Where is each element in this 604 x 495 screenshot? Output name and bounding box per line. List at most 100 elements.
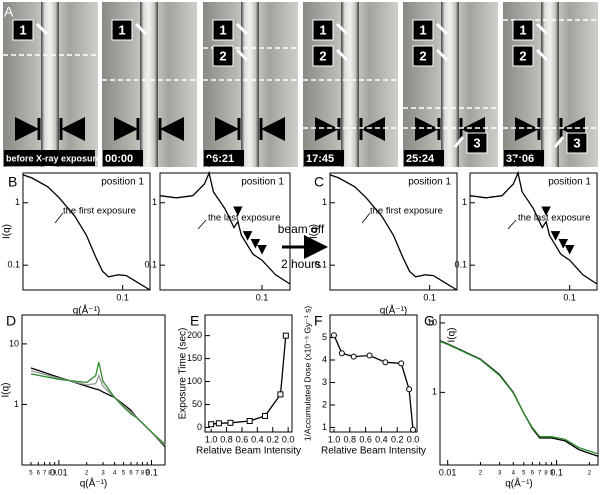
marker-box (111, 19, 133, 41)
y-tick-label: 5 (322, 332, 327, 342)
tube (541, 2, 559, 167)
x-tick-label: 5 (29, 471, 33, 477)
x-tick-label: 9 (53, 471, 57, 477)
annotation: the first exposure (370, 206, 443, 217)
y-axis-label: I(q) (447, 328, 458, 343)
x-tick-label: 5 (122, 471, 126, 477)
x-tick-label: 0.8 (220, 434, 233, 444)
series-line (159, 170, 291, 285)
time-label: 06:21 (206, 153, 234, 165)
tube (41, 2, 59, 167)
tube (140, 2, 158, 167)
marker-box (312, 19, 334, 41)
x-tick-label: 0.6 (236, 434, 249, 444)
y-tick-label: 0.1 (314, 260, 327, 270)
x-tick-label: 6 (37, 471, 41, 477)
plot-frame (469, 172, 598, 291)
x-tick-label: 0.2 (266, 434, 279, 444)
x-tick-label: 0.0 (407, 434, 420, 444)
time-label: 00:00 (105, 153, 133, 165)
x-tick-label: 0.2 (391, 434, 404, 444)
x-tick-label: 9 (146, 471, 150, 477)
y-tick-label: 2 (322, 399, 327, 409)
y-tick-label: 50 (192, 399, 202, 409)
x-tick-label: 5 (522, 471, 526, 477)
x-axis-label: q(Å⁻¹) (505, 477, 533, 490)
marker-label: 1 (519, 22, 526, 37)
point (350, 353, 357, 360)
point (215, 420, 222, 427)
x-tick-label: 0.1 (423, 292, 436, 302)
x-axis-label: Relative Beam Intensity (321, 446, 426, 457)
panel-letter: A (4, 4, 14, 20)
pointer (35, 22, 49, 36)
point (277, 391, 284, 398)
annotation: position 1 (548, 177, 591, 188)
annotation: position 1 (241, 177, 284, 188)
x-tick-label: 4 (113, 471, 117, 477)
x-tick-label: 0.1 (145, 467, 158, 477)
y-axis-label: I(q) (1, 383, 12, 398)
point (227, 419, 234, 426)
time-label: 37:06 (506, 153, 534, 165)
series-line (439, 340, 599, 455)
pointer (235, 22, 249, 36)
y-axis-label: 1/Accumulated Dose (x10⁻⁵ Gy⁻¹ s) (302, 306, 312, 441)
pointer (235, 48, 249, 62)
point (330, 332, 337, 339)
y-tick-label: 1 (14, 399, 19, 409)
marker-label: 1 (19, 22, 26, 37)
series-line (329, 174, 458, 291)
annotation: the last exposure (208, 213, 280, 224)
time-box (4, 150, 95, 166)
y-tick-label: 100 (187, 376, 202, 386)
point (338, 350, 345, 357)
x-tick-label: 7 (43, 471, 47, 477)
marker-label: 2 (519, 48, 526, 63)
marker-box (566, 132, 588, 154)
pointer (435, 22, 449, 36)
pointer (335, 48, 349, 62)
x-tick-label: 9 (550, 471, 554, 477)
tube (241, 2, 259, 167)
x-tick-label: 2 (588, 471, 592, 477)
y-tick-label: 1 (15, 197, 20, 207)
y-tick-label: 10 (427, 317, 437, 327)
point (382, 359, 389, 366)
x-tick-label: 0.1 (563, 292, 576, 302)
x-tick-label: 4 (512, 471, 516, 477)
x-tick-label: 7 (135, 471, 139, 477)
point (262, 412, 269, 419)
y-tick-label: 200 (187, 330, 202, 340)
series-line (30, 370, 166, 446)
y-tick-label: 10 (9, 338, 19, 348)
point (208, 421, 215, 428)
x-axis-label: q(Å⁻¹) (73, 304, 101, 317)
time-label: 25:24 (406, 153, 435, 165)
y-tick-label: 1 (322, 422, 327, 432)
marker-label: 1 (219, 22, 226, 37)
time-box (304, 150, 344, 166)
transition-duration: 2 hours (281, 257, 321, 271)
x-tick-label: 0.4 (375, 434, 388, 444)
y-tick-label: 150 (187, 353, 202, 363)
charts: 0.1 1 0.1 I(q) q(Å⁻¹) position 1 the first exp… (1, 157, 599, 490)
x-tick-label: 7 (538, 471, 542, 477)
x-tick-label: 2 (479, 471, 483, 477)
marker-label: 3 (473, 135, 480, 150)
x-tick-label: 0.1 (550, 467, 563, 477)
y-axis-label: I(q) (309, 224, 320, 239)
series-line (30, 361, 166, 445)
pointer (435, 48, 449, 62)
pointer (535, 22, 549, 36)
pointer (535, 48, 549, 62)
point (282, 332, 289, 339)
marker-label: 1 (319, 22, 326, 37)
marker-label: 3 (573, 135, 580, 150)
x-tick-label: 0.01 (439, 467, 457, 477)
marker-box (512, 45, 534, 67)
y-tick-label: 0.1 (144, 260, 157, 270)
x-tick-label: 0.0 (282, 434, 295, 444)
time-label: before X-ray exposure (6, 153, 101, 163)
marker-box (312, 45, 334, 67)
